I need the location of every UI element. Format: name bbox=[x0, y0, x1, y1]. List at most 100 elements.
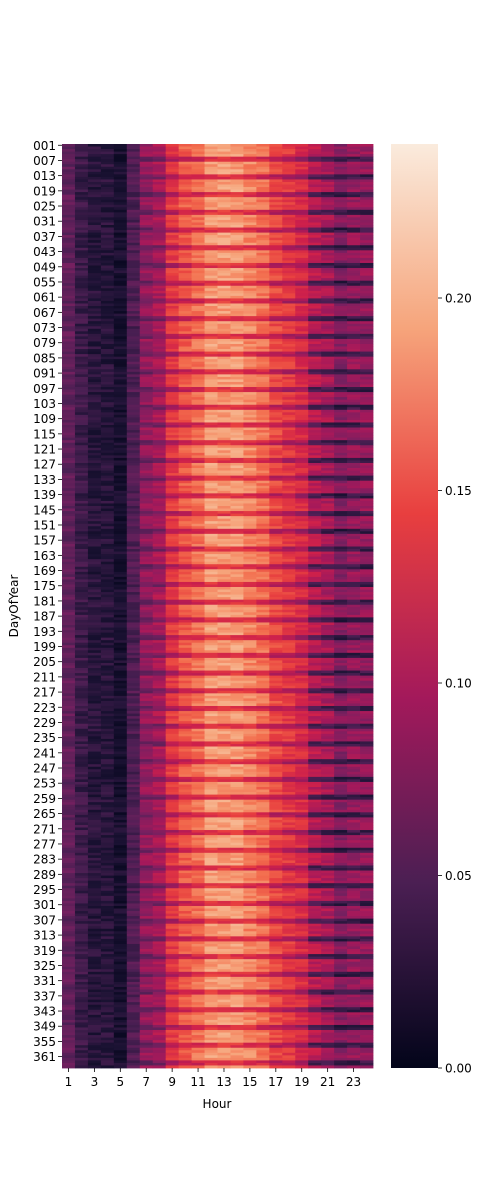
heatmap-cell bbox=[74, 156, 89, 160]
heatmap-cell bbox=[308, 660, 322, 664]
heatmap-cell bbox=[282, 321, 296, 325]
heatmap-cell bbox=[191, 387, 205, 390]
heatmap-cell bbox=[295, 268, 309, 271]
heatmap-cell bbox=[230, 488, 244, 492]
heatmap-cell bbox=[321, 298, 335, 302]
heatmap-cell bbox=[321, 174, 335, 178]
heatmap-cell bbox=[321, 245, 335, 249]
heatmap-cell bbox=[217, 255, 231, 259]
heatmap-cell bbox=[334, 513, 348, 517]
heatmap-cell bbox=[347, 488, 361, 492]
heatmap-cell bbox=[152, 187, 167, 190]
heatmap-cell bbox=[87, 430, 102, 433]
heatmap-cell bbox=[139, 637, 154, 641]
heatmap-cell bbox=[152, 262, 167, 266]
heatmap-cell bbox=[347, 194, 361, 198]
heatmap-cell bbox=[113, 640, 128, 644]
heatmap-cell bbox=[243, 402, 257, 406]
heatmap-cell bbox=[308, 359, 322, 363]
heatmap-cell bbox=[334, 364, 348, 368]
heatmap-cell bbox=[282, 503, 296, 507]
heatmap-cell bbox=[321, 528, 335, 532]
heatmap-cell bbox=[74, 371, 89, 375]
heatmap-cell bbox=[152, 665, 167, 669]
heatmap-cell bbox=[295, 437, 309, 441]
heatmap-cell bbox=[74, 250, 89, 254]
heatmap-cell bbox=[269, 473, 283, 477]
heatmap-cell bbox=[191, 624, 205, 628]
heatmap-cell bbox=[191, 394, 205, 398]
heatmap-cell bbox=[217, 336, 231, 340]
heatmap-cell bbox=[204, 166, 218, 170]
heatmap-cell bbox=[282, 478, 296, 482]
heatmap-cell bbox=[191, 587, 205, 590]
heatmap-cell bbox=[126, 397, 141, 401]
heatmap-cell bbox=[217, 660, 231, 664]
heatmap-cell bbox=[178, 187, 192, 190]
heatmap-cell bbox=[347, 280, 361, 284]
heatmap-cell bbox=[165, 265, 180, 269]
heatmap-cell bbox=[74, 326, 89, 330]
heatmap-cell bbox=[100, 460, 115, 464]
heatmap-cell bbox=[139, 564, 154, 568]
heatmap-cell bbox=[204, 617, 218, 621]
heatmap-cell bbox=[269, 237, 283, 241]
heatmap-cell bbox=[347, 343, 361, 347]
heatmap-cell bbox=[204, 488, 218, 492]
heatmap-cell bbox=[308, 331, 322, 335]
heatmap-cell bbox=[347, 328, 361, 332]
heatmap-cell bbox=[74, 422, 89, 426]
heatmap-cell bbox=[295, 204, 309, 208]
heatmap-cell bbox=[139, 430, 154, 433]
heatmap-cell bbox=[217, 450, 231, 454]
heatmap-cell bbox=[347, 526, 361, 530]
heatmap-cell bbox=[139, 447, 154, 451]
heatmap-cell bbox=[74, 465, 89, 469]
heatmap-cell bbox=[308, 516, 322, 520]
heatmap-cell bbox=[347, 290, 361, 294]
heatmap-cell bbox=[360, 202, 374, 206]
heatmap-cell bbox=[282, 275, 296, 279]
heatmap-cell bbox=[269, 202, 283, 206]
heatmap-cell bbox=[321, 531, 335, 535]
heatmap-cell bbox=[113, 417, 128, 421]
heatmap-cell bbox=[360, 275, 374, 279]
heatmap-cell bbox=[139, 559, 154, 563]
heatmap-cell bbox=[360, 556, 374, 560]
heatmap-cell bbox=[308, 209, 322, 213]
heatmap-cell bbox=[113, 430, 128, 433]
heatmap-cell bbox=[74, 518, 89, 522]
heatmap-cell bbox=[204, 414, 218, 418]
heatmap-cell bbox=[178, 328, 192, 332]
heatmap-cell bbox=[178, 584, 192, 588]
heatmap-cell bbox=[191, 427, 205, 431]
heatmap-cell bbox=[334, 617, 348, 621]
heatmap-cell bbox=[308, 536, 322, 540]
heatmap-cell bbox=[347, 202, 361, 206]
heatmap-cell bbox=[165, 574, 180, 578]
heatmap-cell bbox=[74, 417, 89, 421]
heatmap-cell bbox=[126, 290, 141, 294]
heatmap-cell bbox=[360, 447, 374, 451]
heatmap-cell bbox=[74, 554, 89, 558]
heatmap-cell bbox=[321, 425, 335, 428]
heatmap-cell bbox=[256, 313, 270, 317]
heatmap-cell bbox=[152, 333, 167, 337]
heatmap-cell bbox=[321, 149, 335, 152]
heatmap-cell bbox=[152, 635, 167, 639]
heatmap-cell bbox=[100, 412, 115, 416]
heatmap-cell bbox=[217, 662, 231, 666]
heatmap-cell bbox=[178, 546, 192, 550]
heatmap-cell bbox=[191, 232, 205, 236]
heatmap-cell bbox=[321, 161, 335, 165]
heatmap-cell bbox=[139, 207, 154, 211]
heatmap-cell bbox=[269, 316, 283, 320]
heatmap-cell bbox=[165, 602, 180, 606]
heatmap-cell bbox=[269, 495, 283, 499]
heatmap-cell bbox=[126, 630, 141, 633]
heatmap-cell bbox=[230, 533, 244, 537]
heatmap-cell bbox=[165, 146, 180, 150]
heatmap-cell bbox=[321, 346, 335, 350]
heatmap-cell bbox=[191, 194, 205, 198]
heatmap-cell bbox=[334, 506, 348, 509]
